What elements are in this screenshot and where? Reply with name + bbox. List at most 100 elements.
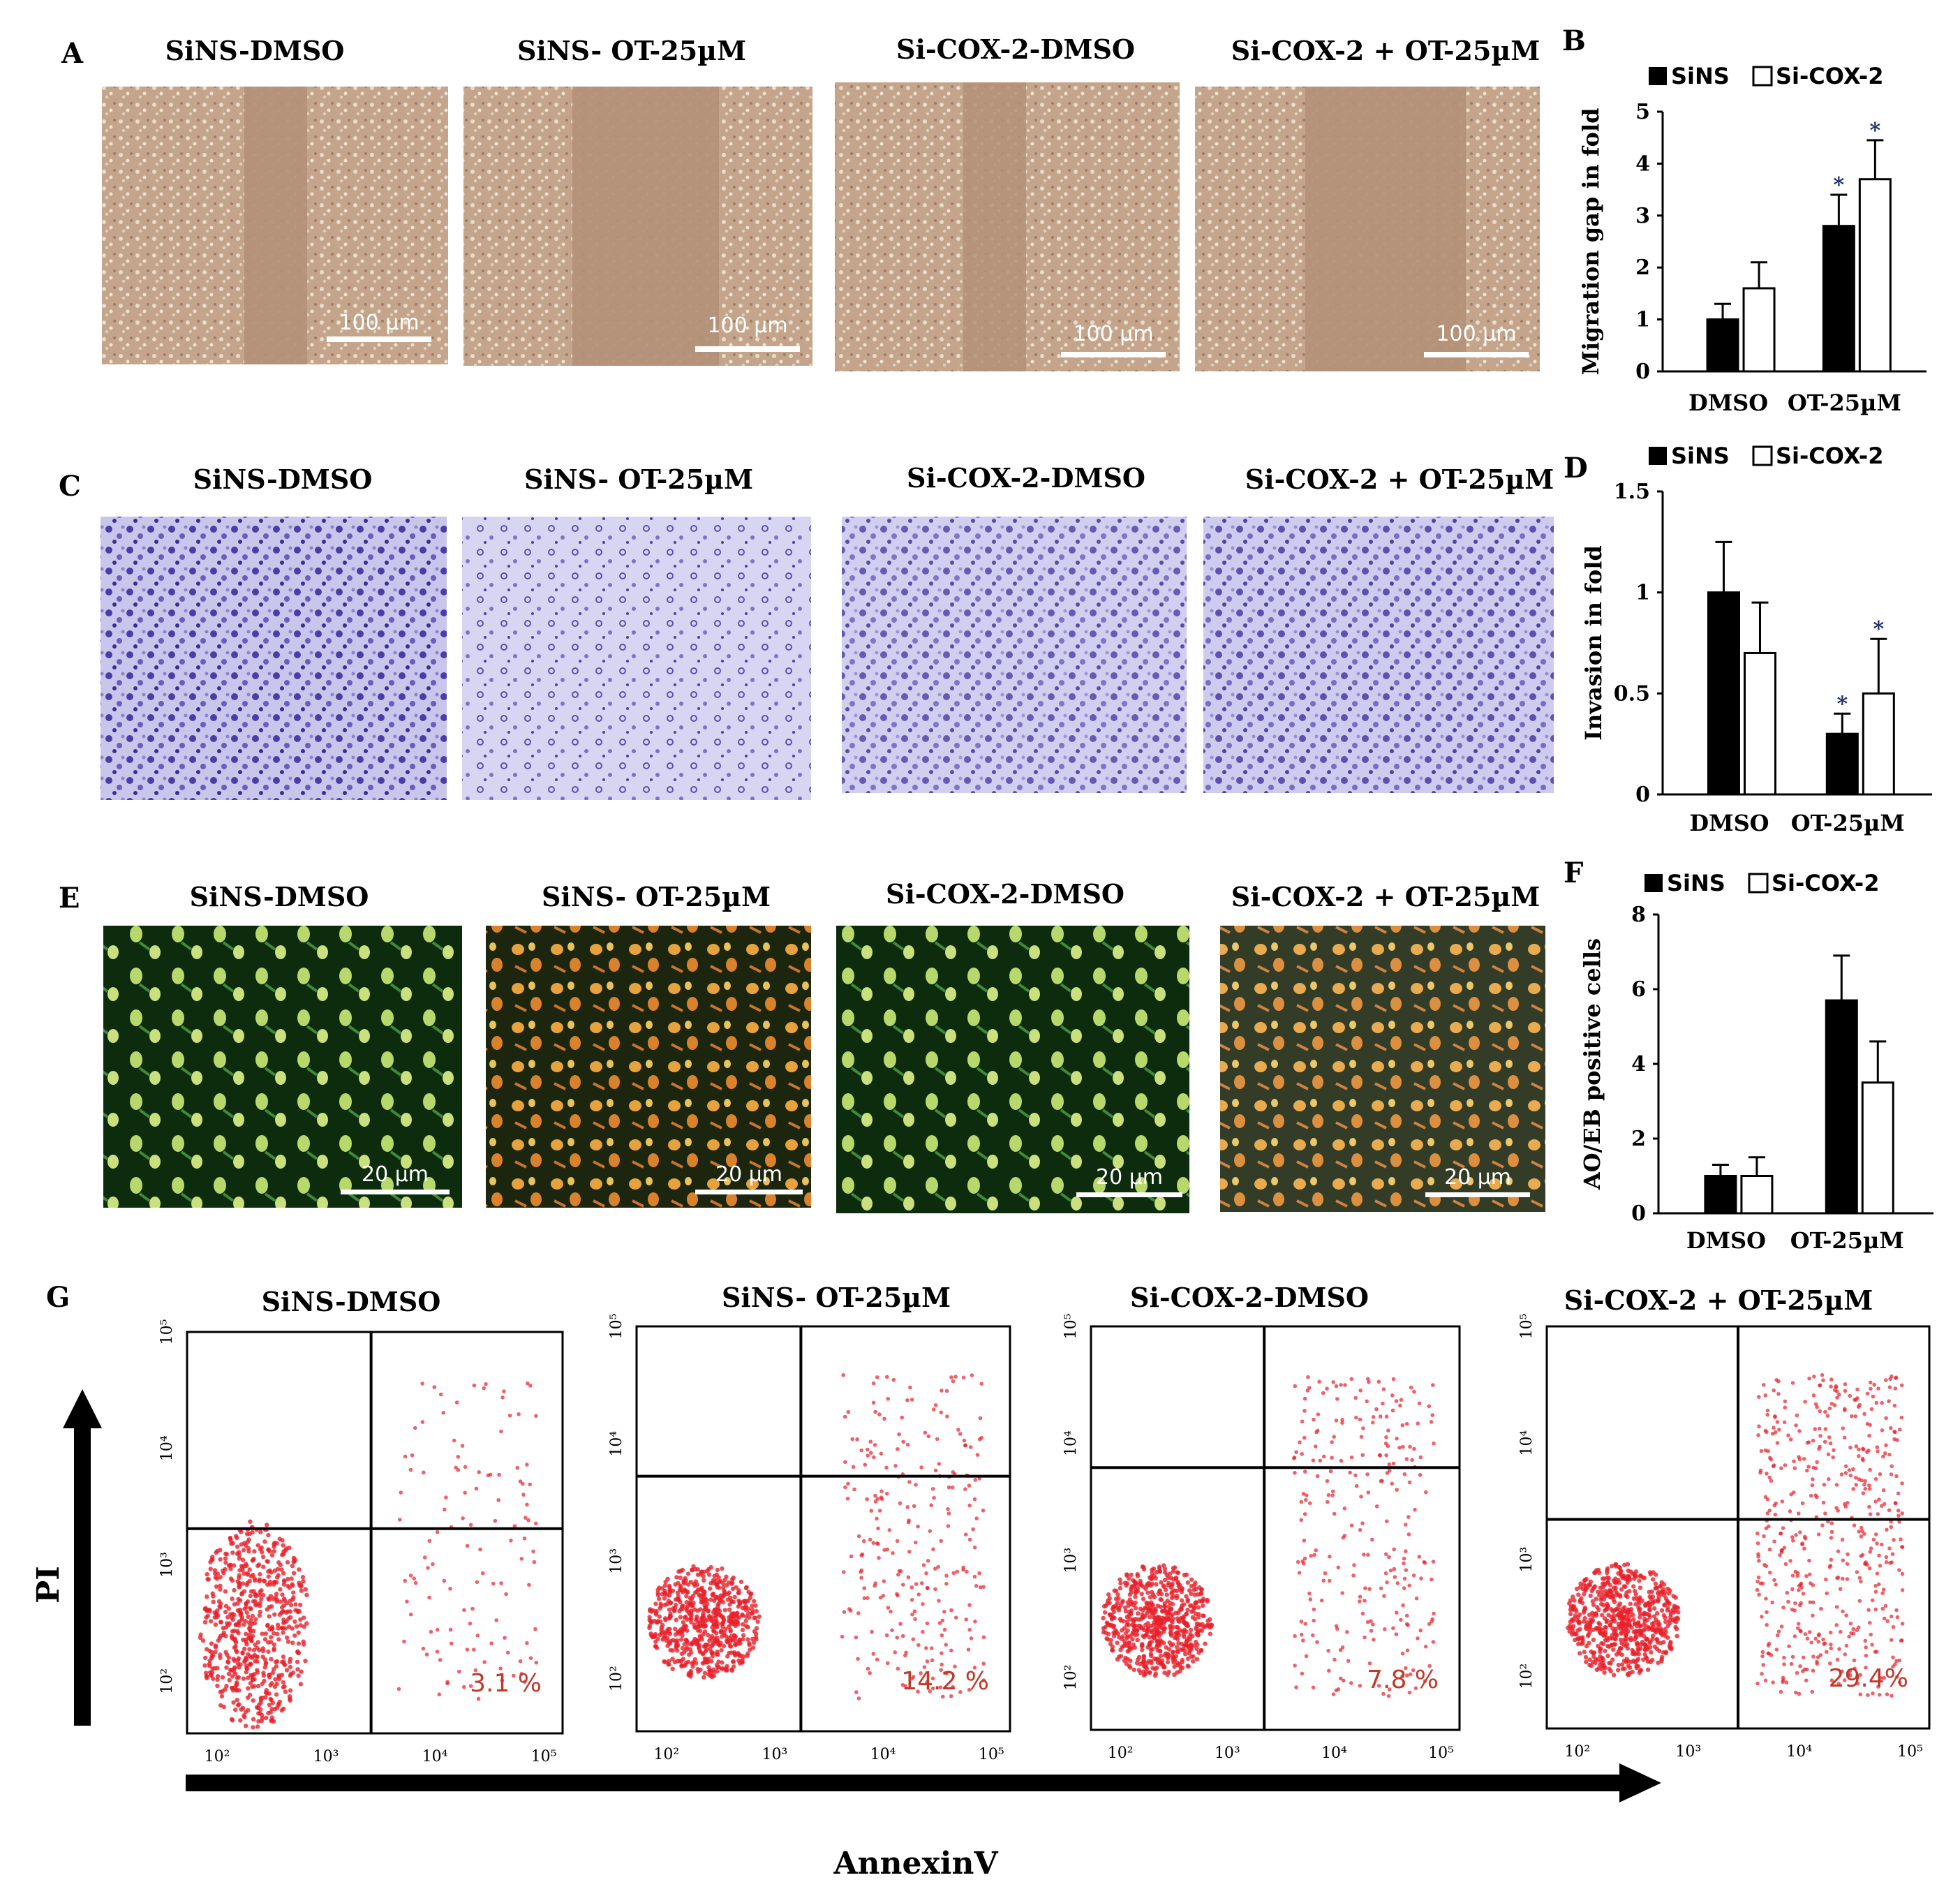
y-tick-label: 10⁵ (608, 1314, 625, 1340)
x-tick-label: 10⁴ (422, 1748, 448, 1765)
y-tick-label: 1 (1635, 308, 1650, 332)
condition-title: Si-COX-2-DMSO (886, 878, 1124, 910)
micrograph-migration: 100 µm (1195, 87, 1540, 371)
x-category-label: DMSO (1689, 810, 1769, 836)
condition-title: Si-COX-2 + OT-25µM (1245, 464, 1554, 495)
y-tick-label: 3 (1635, 204, 1650, 228)
x-tick-label: 10⁴ (1321, 1745, 1347, 1762)
y-tick-label: 10⁵ (1518, 1314, 1536, 1340)
legend-label: Si-COX-2 (1772, 870, 1879, 896)
panel-label-a: A (61, 37, 84, 70)
y-tick-label: 0.5 (1614, 681, 1650, 706)
condition-title: SiNS- OT-25µM (517, 35, 746, 66)
condition-title: SiNS-DMSO (190, 881, 369, 912)
bar-sins (1704, 1175, 1737, 1215)
panel-c: C SiNS-DMSO SiNS- OT-25µM Si-COX-2-DMSO … (59, 462, 1554, 800)
micrograph-fluorescence: 20 µm (1220, 926, 1545, 1212)
y-tick-label: 10³ (608, 1548, 625, 1574)
plot-frame (635, 1325, 1011, 1733)
event-dots (198, 1381, 539, 1730)
y-tick-label: 10² (1518, 1664, 1536, 1689)
legend-label: SiNS (1671, 63, 1730, 89)
condition-title: SiNS-DMSO (165, 35, 345, 66)
y-tick-label: 10⁴ (608, 1431, 625, 1457)
panel-label-g: G (46, 1281, 70, 1314)
flow-cytometry-plot: 3.1 % 10² 10² 10³ 10³ 10⁴ 10⁴ 10⁵ 10⁵ (158, 1319, 564, 1765)
legend-swatch-sicox2 (1752, 66, 1773, 87)
y-tick-label: 1 (1635, 581, 1650, 605)
legend-swatch-sins (1645, 874, 1663, 892)
y-tick-label: 1.5 (1614, 480, 1650, 504)
y-axis-label: Migration gap in fold (1577, 108, 1604, 375)
micrograph-fluorescence: 20 µm (836, 926, 1189, 1213)
pi-axis-arrow (74, 1424, 91, 1726)
micrograph-fluorescence: 20 µm (486, 926, 811, 1208)
pi-arrow-head (63, 1389, 102, 1428)
panel-e: E SiNS-DMSO SiNS- OT-25µM Si-COX-2-DMSO … (59, 878, 1545, 1213)
x-tick-label: 10² (1108, 1745, 1134, 1762)
x-tick-label: 10⁴ (870, 1746, 896, 1763)
x-tick-label: 10⁵ (1897, 1743, 1923, 1761)
apoptosis-percentage: 7.8 % (1367, 1666, 1439, 1694)
y-tick-label: 4 (1635, 151, 1650, 176)
x-tick-label: 10⁵ (1428, 1745, 1454, 1762)
apoptosis-percentage: 3.1 % (470, 1669, 542, 1698)
micrograph-invasion (462, 517, 811, 800)
y-tick-label: 10³ (1062, 1548, 1080, 1574)
y-tick-label: 10² (1062, 1664, 1080, 1690)
y-axis-label: Invasion in fold (1580, 545, 1607, 741)
flow-cytometry-plot: 29.4% 10² 10² 10³ 10³ 10⁴ 10⁴ 10⁵ 10⁵ (1518, 1314, 1931, 1761)
bar-sins (1707, 591, 1740, 796)
x-tick-label: 10⁵ (531, 1748, 557, 1765)
bar-sicox2 (1858, 178, 1892, 373)
scale-bar-label: 100 µm (339, 311, 419, 335)
legend-label: SiNS (1667, 870, 1725, 896)
y-tick-label: 0 (1635, 360, 1650, 384)
y-tick-label: 10⁴ (1062, 1430, 1080, 1456)
micrograph-invasion (101, 517, 447, 800)
scale-bar-label: 100 µm (1073, 322, 1153, 346)
legend-swatch-sins (1649, 67, 1667, 85)
legend-swatch-sicox2 (1752, 445, 1773, 466)
x-category-label: DMSO (1688, 390, 1768, 416)
scale-bar-label: 100 µm (707, 313, 787, 338)
significance-star: * (1870, 119, 1881, 143)
chart-invasion: 0 0.5 1 1.5 Invasion in fold SiNS Si-COX-2 DMSO… (1580, 443, 1932, 836)
panel-label-e: E (59, 882, 80, 915)
y-tick-label: 6 (1631, 977, 1646, 1002)
micrograph-migration: 100 µm (102, 87, 448, 364)
flow-cytometry-plot: 7.8 % 10² 10² 10³ 10³ 10⁴ 10⁴ 10⁵ 10⁵ (1062, 1314, 1461, 1762)
panel-a: A SiNS-DMSO SiNS- OT-25µM Si-COX-2-DMSO … (61, 34, 1540, 371)
legend-label: Si-COX-2 (1776, 443, 1883, 469)
condition-title: SiNS-DMSO (262, 1286, 441, 1317)
annexin-axis-arrow (186, 1775, 1624, 1791)
event-dots (1101, 1375, 1436, 1698)
x-tick-label: 10³ (313, 1748, 339, 1765)
micrograph-migration: 100 µm (835, 82, 1180, 371)
apoptosis-percentage: 29.4% (1829, 1664, 1908, 1693)
bar-sins (1822, 225, 1855, 373)
panel-label-c: C (59, 470, 81, 503)
y-tick-label: 10² (158, 1668, 176, 1694)
micrograph-migration: 100 µm (463, 87, 812, 366)
chart-migration: 0 1 2 3 4 5 Migration gap in fold SiNS Si-COX-2 D… (1577, 63, 1926, 416)
condition-title: Si-COX-2-DMSO (907, 462, 1145, 494)
panel-g: G SiNS-DMSO SiNS- OT-25µM Si-COX-2-DMSO … (31, 1281, 1931, 1881)
significance-star: * (1834, 173, 1845, 198)
y-axis-label: AO/EB positive cells (1579, 938, 1605, 1190)
micrograph-invasion (842, 517, 1187, 793)
condition-title: SiNS- OT-25µM (524, 464, 753, 495)
apoptosis-percentage: 14.2 % (901, 1667, 989, 1696)
legend-label: SiNS (1671, 443, 1730, 469)
bar-sins (1825, 732, 1859, 796)
x-tick-label: 10⁴ (1786, 1743, 1812, 1761)
y-tick-label: 10⁴ (158, 1435, 176, 1461)
significance-star: * (1873, 617, 1884, 642)
bar-sins (1706, 318, 1739, 373)
y-tick-label: 10⁵ (158, 1319, 176, 1345)
y-tick-label: 0 (1631, 1201, 1646, 1226)
bar-sicox2 (1862, 692, 1895, 796)
y-tick-label: 2 (1631, 1127, 1646, 1151)
y-tick-label: 10⁴ (1518, 1430, 1536, 1456)
bar-sicox2 (1740, 1175, 1774, 1215)
